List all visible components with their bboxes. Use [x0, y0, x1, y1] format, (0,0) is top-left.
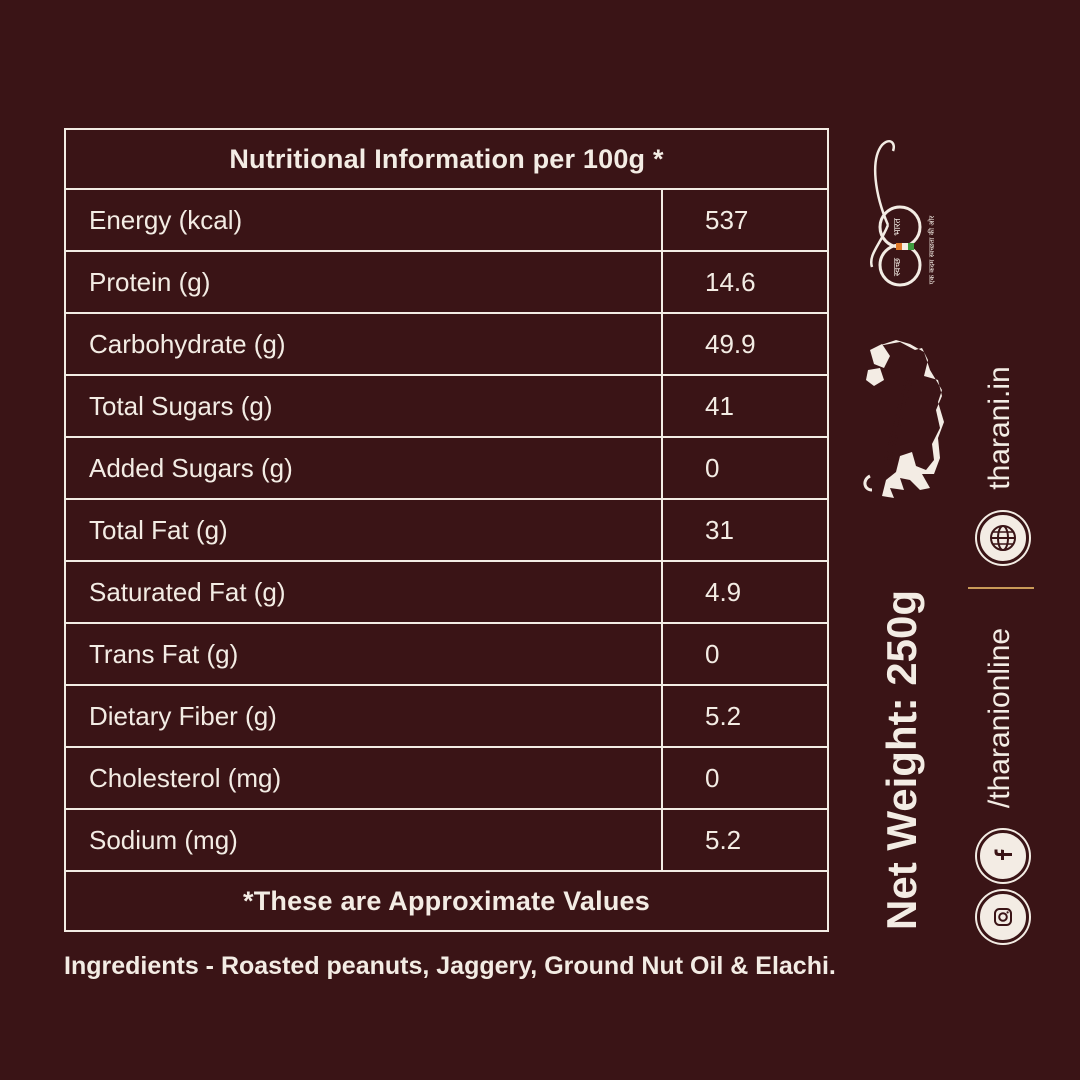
nutrient-name: Total Fat (g) — [66, 500, 663, 560]
swachh-bharat-logo: भारत स्वच्छ एक कदम स्वच्छता की ओर — [869, 140, 936, 287]
table-row: Total Sugars (g) 41 — [66, 376, 827, 438]
social-divider — [968, 587, 1034, 589]
globe-icon[interactable] — [977, 512, 1029, 564]
nutrient-name: Trans Fat (g) — [66, 624, 663, 684]
nutrient-name: Cholesterol (mg) — [66, 748, 663, 808]
swachh-text-swachh: स्वच्छ — [893, 258, 903, 277]
nutrient-name: Saturated Fat (g) — [66, 562, 663, 622]
make-in-india-logo: MAKE IN INDIA — [863, 340, 944, 498]
nutrient-value: 14.6 — [705, 266, 756, 297]
nutrient-value: 49.9 — [705, 328, 756, 359]
swachh-text-bharat: भारत — [893, 217, 903, 235]
table-row: Added Sugars (g) 0 — [66, 438, 827, 500]
facebook-icon[interactable] — [977, 830, 1029, 882]
table-row: Energy (kcal) 537 — [66, 190, 827, 252]
nutrient-value: 537 — [705, 204, 749, 235]
nutrient-value: 0 — [705, 762, 720, 793]
table-row: Saturated Fat (g) 4.9 — [66, 562, 827, 624]
nutrient-name: Total Sugars (g) — [66, 376, 663, 436]
table-row: Sodium (mg) 5.2 — [66, 810, 827, 872]
nutrient-value: 31 — [705, 514, 734, 545]
table-row: Trans Fat (g) 0 — [66, 624, 827, 686]
table-row: Cholesterol (mg) 0 — [66, 748, 827, 810]
swachh-tagline: एक कदम स्वच्छता की ओर — [927, 216, 936, 285]
nutrient-value: 41 — [705, 390, 734, 421]
instagram-icon[interactable] — [977, 891, 1029, 943]
nutrient-value: 0 — [705, 638, 720, 669]
nutrient-name: Energy (kcal) — [66, 190, 663, 250]
table-row: Protein (g) 14.6 — [66, 252, 827, 314]
nutrient-name: Protein (g) — [66, 252, 663, 312]
website-text[interactable]: tharani.in — [983, 366, 1016, 490]
nutrient-name: Added Sugars (g) — [66, 438, 663, 498]
nutrient-value: 4.9 — [705, 576, 742, 607]
nutrient-name: Dietary Fiber (g) — [66, 686, 663, 746]
nutrient-value: 5.2 — [705, 700, 742, 731]
table-row: Dietary Fiber (g) 5.2 — [66, 686, 827, 748]
table-row: Carbohydrate (g) 49.9 — [66, 314, 827, 376]
nutrition-table: Nutritional Information per 100g * Energ… — [64, 128, 829, 932]
nutrient-value: 5.2 — [705, 824, 742, 855]
table-footnote: *These are Approximate Values — [243, 885, 650, 916]
nutrient-name: Carbohydrate (g) — [66, 314, 663, 374]
nutrient-name: Sodium (mg) — [66, 810, 663, 870]
net-weight: Net Weight: 250g — [878, 590, 925, 930]
table-title: Nutritional Information per 100g * — [66, 130, 827, 190]
nutrient-value: 0 — [705, 452, 720, 483]
table-row: Total Fat (g) 31 — [66, 500, 827, 562]
ingredients-text: Ingredients - Roasted peanuts, Jaggery, … — [64, 952, 836, 980]
social-handle-text[interactable]: /tharanionline — [983, 627, 1016, 809]
